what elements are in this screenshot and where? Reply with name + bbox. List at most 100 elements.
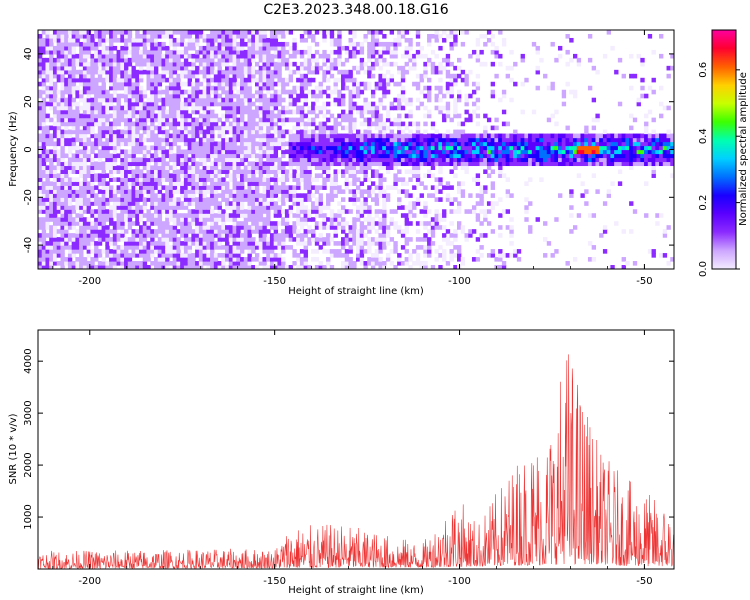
spectrogram-cell: [378, 217, 383, 222]
spectrogram-cell: [284, 141, 290, 147]
spectrogram-cell: [105, 45, 110, 51]
spectrogram-cell: [176, 257, 181, 262]
spectrogram-cell: [434, 249, 439, 254]
spectrogram-cell: [296, 69, 301, 75]
spectrogram-cell: [183, 105, 189, 111]
spectrogram-cell: [404, 217, 409, 222]
spectrogram-cell: [150, 37, 155, 43]
spectrogram-cell: [427, 85, 432, 91]
spectrogram-cell: [195, 249, 200, 254]
spectrogram-cell: [124, 181, 129, 186]
spectrogram-cell: [75, 101, 80, 107]
spectrogram-cell: [213, 165, 219, 171]
spectrogram-cell: [82, 121, 88, 127]
spectrogram-cell: [374, 57, 380, 63]
spectrogram-cell: [423, 121, 428, 127]
spectrogram-cell: [367, 209, 372, 214]
spectrogram-cell: [38, 253, 43, 258]
spectrogram-cell: [307, 57, 312, 63]
spectrogram-cell: [292, 225, 297, 230]
spectrogram-cell: [326, 197, 331, 202]
spectrogram-cell: [314, 257, 320, 262]
spectrogram-cell: [352, 169, 357, 174]
spectrogram-cell: [82, 45, 88, 51]
spectrogram-cell: [172, 257, 178, 262]
spectrogram-cell: [142, 173, 148, 178]
spectrogram-cell: [318, 209, 323, 214]
spectrogram-cell: [112, 53, 118, 59]
spectrogram-cell: [38, 117, 43, 123]
spectrogram-cell: [120, 197, 125, 202]
spectrogram-cell: [210, 225, 215, 230]
spectrogram-cell: [269, 133, 275, 139]
spectrogram-cell: [326, 85, 331, 91]
spectrogram-cell: [109, 45, 114, 51]
spectrogram-cell: [344, 149, 350, 155]
spectrogram-cell: [445, 101, 451, 107]
spectrogram-cell: [79, 161, 84, 167]
spectrogram-cell: [127, 261, 133, 266]
spectrogram-cell: [165, 209, 170, 214]
spectrogram-cell: [176, 129, 181, 135]
spectrogram-cell: [225, 41, 230, 47]
spectrogram-cell: [404, 153, 409, 159]
spectrogram-cell: [382, 145, 387, 151]
spectrogram-cell: [183, 253, 189, 258]
spectrogram-cell: [60, 233, 65, 238]
spectrogram-cell: [49, 201, 54, 206]
spectrogram-cell: [269, 105, 275, 111]
spectrogram-cell: [176, 133, 181, 139]
spectrogram-cell: [82, 141, 88, 147]
spectrogram-cell: [52, 213, 58, 218]
spectrogram-cell: [176, 49, 181, 55]
spectrogram-cell: [382, 193, 387, 198]
spectrogram-cell: [225, 89, 230, 95]
spectrogram-cell: [419, 261, 424, 266]
spectrogram-cell: [322, 53, 327, 59]
spectrogram-cell: [195, 165, 200, 171]
spectrogram-cell: [415, 161, 421, 167]
spectrogram-cell: [202, 53, 207, 59]
spectrogram-cell: [41, 137, 47, 143]
spectrogram-cell: [75, 201, 80, 206]
spectrogram-cell: [314, 265, 320, 269]
spectrogram-cell: [168, 97, 174, 103]
spectrogram-cell: [258, 121, 264, 127]
spectrogram-cell: [277, 169, 282, 174]
spectrogram-cell: [131, 249, 136, 254]
spectrogram-cell: [142, 30, 148, 35]
spectrogram-cell: [449, 249, 454, 254]
spectrogram-cell: [38, 165, 43, 171]
spectrogram-cell: [284, 61, 290, 67]
spectrogram-cell: [307, 121, 312, 127]
spectrogram-cell: [254, 193, 260, 198]
spectrogram-cell: [195, 117, 200, 123]
spectrogram-cell: [45, 101, 50, 107]
spectrogram-cell: [251, 241, 256, 246]
spectrogram-cell: [243, 57, 249, 63]
spectrogram-cell: [146, 229, 151, 234]
spectrogram-cell: [60, 153, 65, 159]
spectrogram-cell: [206, 97, 211, 103]
spectrogram-cell: [225, 101, 230, 107]
spectrogram-cell: [374, 201, 380, 206]
spectrogram-cell: [344, 221, 350, 226]
spectrogram-cell: [97, 105, 103, 111]
spectrogram-cell: [139, 61, 144, 67]
spectrogram-cell: [374, 241, 380, 246]
spectrogram-cell: [389, 153, 395, 159]
spectrogram-cell: [303, 221, 308, 226]
spectrogram-cell: [142, 249, 148, 254]
spectrogram-cell: [210, 201, 215, 206]
spectrogram-cell: [344, 45, 350, 51]
spectrogram-cell: [262, 105, 267, 111]
spectrogram-cell: [183, 197, 189, 202]
spectrogram-cell: [150, 61, 155, 67]
spectrogram-cell: [153, 157, 159, 163]
spectrogram-cell: [187, 145, 192, 151]
spectrogram-cell: [442, 161, 447, 167]
spectrogram-cell: [400, 33, 406, 39]
spectrogram-cell: [303, 145, 308, 151]
spectrogram-cell: [352, 217, 357, 222]
spectrogram-cell: [202, 181, 207, 186]
